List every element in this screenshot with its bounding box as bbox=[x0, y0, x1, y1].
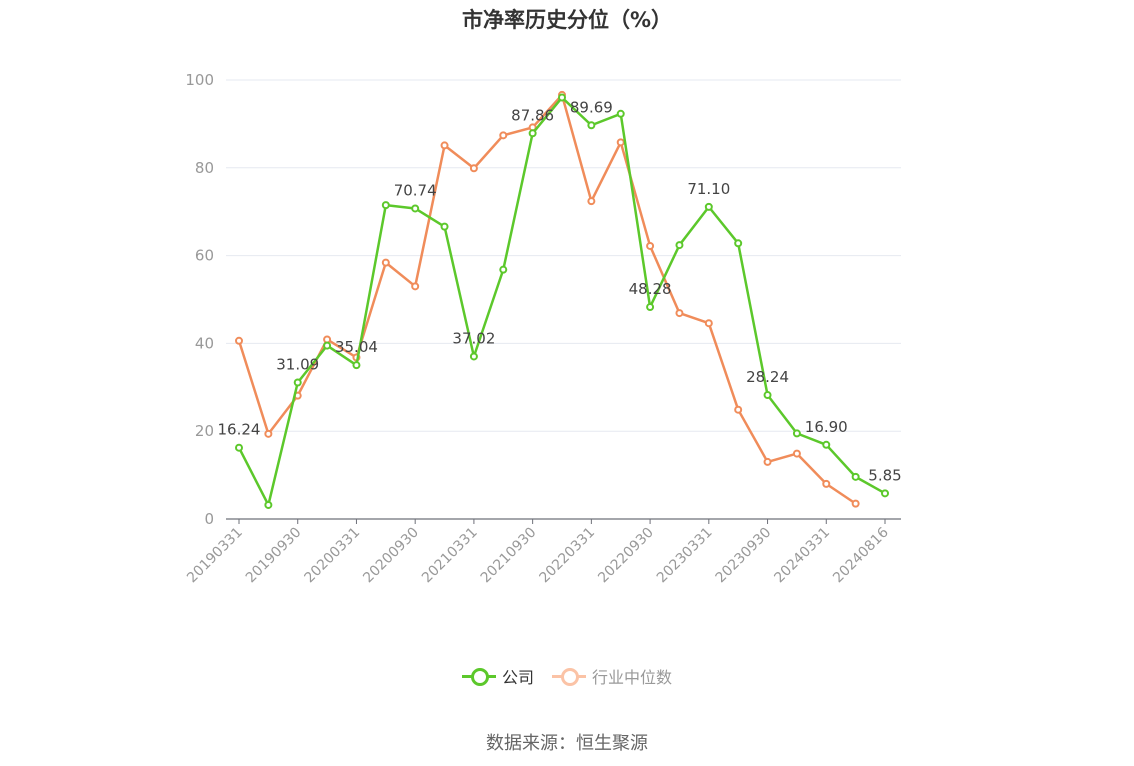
data-point-company bbox=[558, 93, 566, 102]
data-point-industry-median bbox=[792, 449, 801, 458]
data-point-company bbox=[763, 391, 772, 400]
data-point-company bbox=[323, 341, 332, 350]
data-label: 31.09 bbox=[276, 356, 319, 374]
data-point-company bbox=[792, 429, 801, 438]
x-tick-label: 20210930 bbox=[478, 525, 540, 587]
data-point-company bbox=[411, 204, 420, 213]
data-point-company bbox=[235, 443, 243, 452]
x-tick-label: 20190331 bbox=[184, 525, 246, 587]
data-point-company bbox=[264, 500, 273, 509]
data-label: 35.04 bbox=[335, 338, 378, 356]
data-point-company bbox=[587, 121, 596, 130]
x-tick-label: 20200331 bbox=[302, 525, 364, 587]
x-tick-label: 20190930 bbox=[243, 525, 305, 587]
data-label: 48.28 bbox=[629, 280, 672, 298]
y-tick-label: 80 bbox=[195, 159, 214, 177]
data-point-industry-median bbox=[411, 282, 420, 291]
data-label: 37.02 bbox=[452, 329, 495, 347]
legend: 公司 行业中位数 bbox=[0, 664, 1134, 688]
series-line-company bbox=[237, 96, 886, 507]
data-point-industry-median bbox=[822, 479, 831, 488]
x-tick-label: 20240331 bbox=[771, 525, 833, 587]
data-label: 16.24 bbox=[218, 421, 261, 439]
x-tick-label: 20230331 bbox=[654, 525, 716, 587]
x-tick-label: 20220930 bbox=[595, 525, 657, 587]
data-point-industry-median bbox=[851, 499, 860, 508]
data-point-industry-median bbox=[704, 319, 713, 328]
series-layer bbox=[235, 90, 889, 509]
chart-title: 市净率历史分位（%） bbox=[461, 8, 673, 32]
data-point-company bbox=[734, 239, 743, 248]
data-point-company bbox=[646, 303, 655, 312]
data-point-industry-median bbox=[381, 258, 390, 267]
data-point-company bbox=[381, 201, 390, 210]
x-tick-label: 20210331 bbox=[419, 525, 481, 587]
y-tick-label: 20 bbox=[195, 422, 214, 440]
data-point-industry-median bbox=[646, 241, 655, 250]
data-point-industry-median bbox=[587, 197, 596, 206]
y-tick-label: 100 bbox=[185, 71, 214, 89]
legend-item-company[interactable]: 公司 bbox=[461, 664, 534, 688]
data-point-industry-median bbox=[734, 405, 743, 414]
x-tick-label: 20200930 bbox=[360, 525, 422, 587]
data-point-industry-median bbox=[469, 164, 478, 173]
legend-label-company: 公司 bbox=[501, 668, 534, 687]
data-label: 5.85 bbox=[868, 466, 901, 484]
x-tick-label: 20240816 bbox=[830, 524, 892, 586]
source-note: 数据来源：恒生聚源 bbox=[486, 733, 648, 754]
legend-label-industry-median: 行业中位数 bbox=[592, 668, 673, 687]
data-point-company bbox=[352, 361, 361, 370]
data-point-industry-median bbox=[763, 457, 772, 466]
legend-swatch-industry-median bbox=[552, 666, 586, 686]
data-label: 89.69 bbox=[570, 98, 613, 116]
data-label: 16.90 bbox=[805, 418, 848, 436]
data-label: 70.74 bbox=[394, 181, 437, 199]
y-tick-label: 60 bbox=[195, 247, 214, 265]
data-point-company bbox=[528, 129, 537, 138]
data-point-company bbox=[822, 440, 831, 449]
data-point-company bbox=[440, 222, 449, 231]
data-point-company bbox=[293, 378, 302, 387]
data-label: 87.86 bbox=[511, 106, 554, 124]
data-point-industry-median bbox=[499, 131, 508, 140]
x-tick-label: 20230930 bbox=[713, 525, 775, 587]
data-point-industry-median bbox=[264, 429, 273, 438]
data-point-company bbox=[881, 489, 889, 498]
data-point-industry-median bbox=[675, 309, 684, 318]
y-tick-label: 40 bbox=[195, 334, 214, 352]
data-point-company bbox=[704, 202, 713, 211]
y-tick-label: 0 bbox=[204, 510, 214, 528]
data-point-industry-median bbox=[323, 335, 332, 344]
series-line-industry-median bbox=[237, 93, 857, 505]
data-label-layer: 16.24 31.09 35.04 70.74 37.02 87.86 89.69 48.28… bbox=[218, 98, 902, 484]
grid-layer bbox=[226, 79, 901, 432]
data-point-company bbox=[616, 109, 625, 118]
x-tick-label: 20220331 bbox=[536, 525, 598, 587]
data-point-company bbox=[469, 352, 478, 361]
axis-layer: 0 20 40 60 80 100 2019033120190930202003312020… bbox=[184, 71, 901, 586]
data-point-company bbox=[675, 241, 684, 250]
legend-swatch-company bbox=[461, 666, 496, 686]
data-point-industry-median bbox=[616, 138, 625, 147]
data-label: 71.10 bbox=[687, 180, 730, 198]
legend-item-industry-median[interactable]: 行业中位数 bbox=[552, 664, 672, 688]
data-point-company bbox=[499, 265, 508, 274]
data-label: 28.24 bbox=[746, 368, 789, 386]
data-point-industry-median bbox=[235, 336, 243, 345]
data-point-industry-median bbox=[440, 141, 449, 150]
data-point-company bbox=[851, 472, 860, 481]
